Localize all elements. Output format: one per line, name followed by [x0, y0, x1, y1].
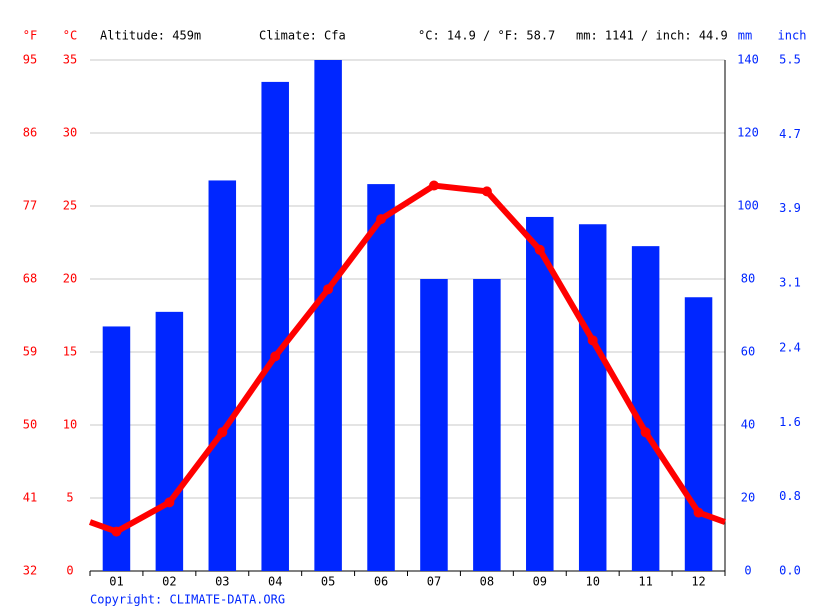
tick-label: 32 — [23, 564, 37, 578]
tick-label: 30 — [63, 126, 77, 140]
temperature-point — [640, 427, 651, 438]
tick-label: 2.4 — [779, 341, 801, 355]
temperature-point — [217, 427, 228, 438]
bar — [367, 184, 395, 571]
tick-label: 3.9 — [779, 201, 801, 215]
altitude: Altitude: 459m — [100, 29, 201, 43]
temperature-line — [115, 182, 702, 535]
tick-label: 0.0 — [779, 564, 801, 578]
bar — [473, 279, 501, 571]
temperature-point — [428, 180, 439, 191]
tick-label: 10 — [63, 418, 77, 432]
temperature-point — [164, 497, 175, 508]
x-tick-label: 05 — [321, 575, 335, 589]
copyright[interactable]: Copyright: CLIMATE-DATA.ORG — [90, 593, 285, 607]
f-unit: °F — [23, 29, 37, 43]
temperature-point — [376, 214, 387, 225]
tick-label: 40 — [741, 418, 755, 432]
bar — [208, 180, 237, 571]
x-tick-label: 12 — [691, 575, 705, 589]
bar — [526, 216, 554, 571]
bar — [420, 279, 448, 571]
tick-label: 20 — [63, 272, 77, 286]
tick-label: 59 — [23, 345, 37, 359]
x-tick-label: 04 — [268, 575, 282, 589]
x-tick-label: 02 — [162, 575, 176, 589]
c-unit: °C — [63, 29, 77, 43]
temperature-point — [323, 284, 334, 295]
tick-label: 4.7 — [779, 127, 801, 141]
tick-label: 120 — [737, 126, 759, 140]
tick-label: 3.1 — [779, 275, 801, 289]
tick-label: 0 — [66, 564, 73, 578]
tick-label: 100 — [737, 199, 759, 213]
temperature-point — [693, 507, 704, 518]
x-tick-label: 01 — [109, 575, 123, 589]
x-tick-label: 09 — [533, 575, 547, 589]
tick-label: 35 — [63, 53, 77, 67]
bar — [261, 81, 289, 572]
tick-label: 80 — [741, 272, 755, 286]
tick-label: 5.5 — [779, 53, 801, 67]
precipitation-summary: mm: 1141 / inch: 44.9 — [576, 29, 728, 43]
temperature-summary: °C: 14.9 / °F: 58.7 — [418, 29, 555, 43]
tick-label: 25 — [63, 199, 77, 213]
tick-label: 140 — [737, 53, 759, 67]
x-tick-label: 10 — [585, 575, 599, 589]
bar — [578, 224, 607, 571]
mm-unit: mm — [738, 29, 752, 43]
temperature-point — [270, 351, 281, 362]
x-tick-label: 08 — [480, 575, 494, 589]
bar — [684, 297, 713, 571]
tick-label: 41 — [23, 491, 37, 505]
x-tick-label: 06 — [374, 575, 388, 589]
bar — [155, 311, 184, 571]
climate: Climate: Cfa — [259, 29, 346, 43]
inch-unit: inch — [778, 29, 807, 43]
tick-label: 77 — [23, 199, 37, 213]
tick-label: 15 — [63, 345, 77, 359]
temperature-point — [111, 526, 122, 537]
tick-label: 20 — [741, 491, 755, 505]
tick-label: 95 — [23, 53, 37, 67]
tick-label: 1.6 — [779, 415, 801, 429]
tick-label: 5 — [66, 491, 73, 505]
tick-label: 50 — [23, 418, 37, 432]
tick-label: 86 — [23, 126, 37, 140]
temperature-point — [534, 244, 545, 255]
tick-label: 60 — [741, 345, 755, 359]
tick-label: 0.8 — [779, 489, 801, 503]
x-tick-label: 11 — [638, 575, 652, 589]
tick-label: 0 — [744, 564, 751, 578]
temperature-point — [587, 335, 598, 346]
bar — [314, 60, 342, 571]
temperature-point — [481, 186, 492, 197]
bar — [631, 246, 660, 571]
tick-label: 68 — [23, 272, 37, 286]
x-tick-label: 07 — [427, 575, 441, 589]
x-tick-label: 03 — [215, 575, 229, 589]
